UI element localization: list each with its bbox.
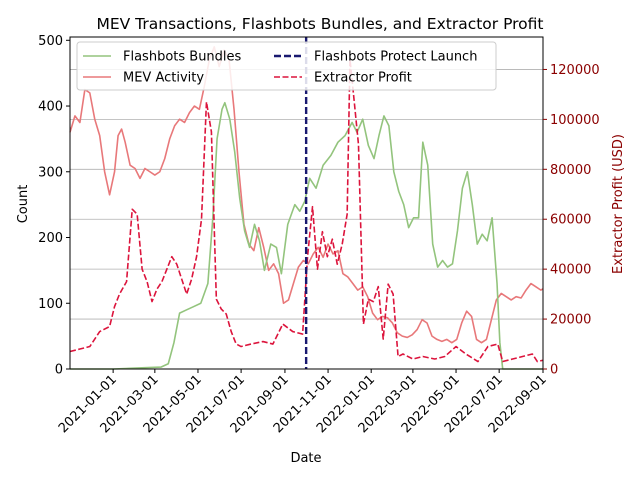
chart-title: MEV Transactions, Flashbots Bundles, and… [96, 15, 543, 33]
y-tick-label-right: 0 [550, 363, 558, 378]
y-tick-label-right: 60000 [550, 213, 591, 228]
y-tick-label-left: 500 [38, 34, 63, 49]
series-layer [69, 37, 544, 370]
axes: 0 100 200 300 400 500 0 20000 40000 60000 80000 100… [38, 34, 599, 436]
y-tick-label-right: 80000 [550, 163, 591, 178]
y-axis-left-label: Count [16, 185, 31, 224]
legend-box [76, 41, 497, 91]
legend-label-flashbots-protect-launch: Flashbots Protect Launch [314, 50, 477, 65]
plot-frame [69, 36, 544, 370]
series-line-extractor-profit [69, 58, 544, 363]
legend-label-extractor-profit: Extractor Profit [314, 71, 412, 86]
y-tick-label-left: 100 [38, 297, 63, 312]
y-tick-label-right: 100000 [550, 113, 600, 128]
series-line-flashbots-bundles [70, 101, 543, 370]
y-tick-label-right: 120000 [550, 63, 600, 78]
legend-label-mev-activity: MEV Activity [123, 71, 204, 86]
y-tick-label-right: 20000 [550, 313, 591, 328]
legend: Flashbots Bundles MEV Activity Flashbots P… [76, 41, 497, 91]
y-tick-label-left: 0 [55, 363, 63, 378]
x-axis-label: Date [290, 451, 321, 466]
y-axis-right-label: Extractor Profit (USD) [611, 134, 626, 274]
y-tick-label-right: 40000 [550, 263, 591, 278]
y-tick-label-left: 400 [38, 100, 63, 115]
legend-label-flashbots-bundles: Flashbots Bundles [123, 50, 242, 65]
y-tick-label-left: 300 [38, 165, 63, 180]
y-tick-label-left: 200 [38, 231, 63, 246]
